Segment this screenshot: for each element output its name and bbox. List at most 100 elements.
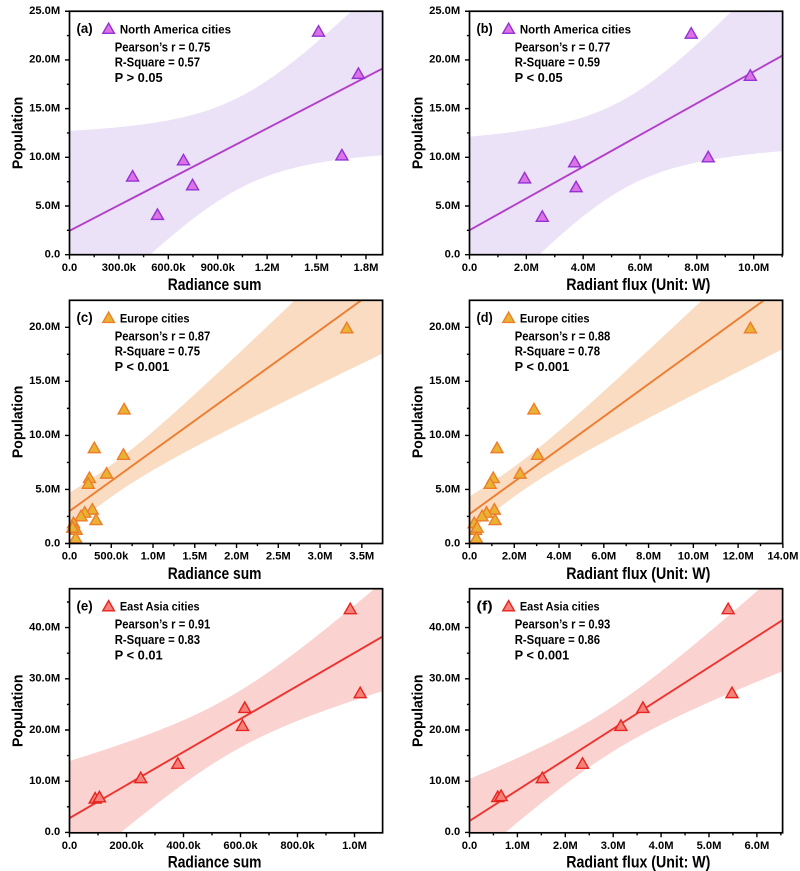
svg-text:P < 0.001: P < 0.001 [115,360,170,374]
svg-text:10.0M: 10.0M [429,775,460,787]
svg-text:P < 0.05: P < 0.05 [515,71,563,85]
svg-text:Population: Population [10,386,27,458]
svg-text:1.8M: 1.8M [354,262,379,274]
svg-text:0.0: 0.0 [462,262,478,274]
svg-text:Pearson’s r = 0.77: Pearson’s r = 0.77 [515,40,611,54]
svg-text:20.0M: 20.0M [429,724,460,736]
svg-text:25.0M: 25.0M [429,5,460,17]
svg-text:0.0: 0.0 [45,249,61,261]
svg-text:10.0M: 10.0M [29,151,60,163]
svg-text:P < 0.001: P < 0.001 [515,648,570,662]
svg-text:5.0M: 5.0M [435,200,460,212]
svg-text:25.0M: 25.0M [29,5,60,17]
svg-text:0.0: 0.0 [462,551,478,563]
svg-text:Population: Population [10,97,27,169]
svg-text:3.0M: 3.0M [308,551,333,563]
svg-text:2.0M: 2.0M [514,262,539,274]
svg-text:Pearson’s r = 0.75: Pearson’s r = 0.75 [115,40,211,54]
svg-text:(e): (e) [77,599,93,614]
svg-text:4.0M: 4.0M [547,551,572,563]
svg-text:4.0M: 4.0M [571,262,596,274]
svg-text:8.0M: 8.0M [684,262,709,274]
svg-text:14.0M: 14.0M [767,551,798,563]
svg-text:10.0M: 10.0M [678,551,709,563]
svg-text:1.2M: 1.2M [255,262,280,274]
svg-text:(d): (d) [477,310,493,325]
svg-text:20.0M: 20.0M [429,54,460,66]
svg-text:3.5M: 3.5M [349,551,374,563]
svg-text:Radiant flux (Unit: W): Radiant flux (Unit: W) [566,854,710,871]
svg-text:Europe cities: Europe cities [120,311,190,325]
svg-text:2.5M: 2.5M [266,551,291,563]
svg-text:10.0M: 10.0M [29,775,60,787]
svg-text:(c): (c) [77,310,93,325]
svg-text:500.0k: 500.0k [94,551,129,563]
svg-text:R-Square = 0.59: R-Square = 0.59 [515,55,600,69]
svg-text:(f): (f) [477,599,493,614]
svg-text:Population: Population [10,675,27,747]
svg-text:10.0M: 10.0M [429,151,460,163]
svg-text:15.0M: 15.0M [429,102,460,114]
svg-text:2.0M: 2.0M [224,551,249,563]
svg-text:Pearson’s r = 0.91: Pearson’s r = 0.91 [115,618,211,632]
svg-text:0.0: 0.0 [445,826,461,838]
svg-text:1.0M: 1.0M [141,551,166,563]
svg-text:1.0M: 1.0M [342,840,367,852]
svg-text:2.0M: 2.0M [502,551,527,563]
svg-text:20.0M: 20.0M [29,54,60,66]
svg-text:5.0M: 5.0M [435,483,460,495]
svg-text:R-Square = 0.83: R-Square = 0.83 [115,633,200,647]
svg-text:R-Square = 0.86: R-Square = 0.86 [515,633,600,647]
svg-text:15.0M: 15.0M [429,375,460,387]
svg-text:10.0M: 10.0M [29,429,60,441]
svg-text:2.0M: 2.0M [553,840,578,852]
svg-text:R-Square = 0.78: R-Square = 0.78 [515,344,600,358]
svg-text:0.0: 0.0 [45,826,61,838]
svg-text:40.0M: 40.0M [29,621,60,633]
svg-text:20.0M: 20.0M [29,321,60,333]
svg-text:(b): (b) [477,21,493,36]
svg-text:0.0: 0.0 [462,840,478,852]
svg-text:900.0k: 900.0k [201,262,236,274]
svg-text:Radiance sum: Radiance sum [168,854,262,871]
svg-text:Radiance sum: Radiance sum [168,276,262,294]
svg-text:Pearson’s r = 0.87: Pearson’s r = 0.87 [115,329,211,343]
svg-text:800.0k: 800.0k [280,840,315,852]
svg-text:P < 0.01: P < 0.01 [115,648,163,662]
svg-text:0.0: 0.0 [45,537,61,549]
svg-text:4.0M: 4.0M [649,840,674,852]
svg-text:3.0M: 3.0M [601,840,626,852]
svg-text:Pearson’s r = 0.93: Pearson’s r = 0.93 [515,618,611,632]
svg-text:600.0k: 600.0k [151,262,186,274]
svg-text:P < 0.001: P < 0.001 [515,360,570,374]
svg-text:1.5M: 1.5M [182,551,207,563]
svg-text:20.0M: 20.0M [29,724,60,736]
svg-text:Population: Population [410,386,427,458]
svg-text:5.0M: 5.0M [35,200,60,212]
svg-text:Radiance sum: Radiance sum [168,565,262,583]
svg-text:400.0k: 400.0k [166,840,201,852]
svg-text:1.5M: 1.5M [304,262,329,274]
svg-text:Radiant flux (Unit: W): Radiant flux (Unit: W) [566,276,710,294]
svg-text:0.0: 0.0 [62,551,78,563]
svg-text:30.0M: 30.0M [429,673,460,685]
svg-text:30.0M: 30.0M [29,673,60,685]
svg-text:600.0k: 600.0k [223,840,258,852]
svg-text:Pearson’s r = 0.88: Pearson’s r = 0.88 [515,329,611,343]
svg-text:Europe cities: Europe cities [520,311,590,325]
svg-text:5.0M: 5.0M [697,840,722,852]
svg-text:300.0k: 300.0k [102,262,137,274]
svg-text:20.0M: 20.0M [429,321,460,333]
svg-text:6.0M: 6.0M [591,551,616,563]
svg-text:North America cities: North America cities [520,22,632,36]
svg-text:Radiant flux (Unit: W): Radiant flux (Unit: W) [566,565,710,583]
svg-text:P > 0.05: P > 0.05 [115,71,163,85]
svg-text:0.0: 0.0 [62,262,78,274]
svg-text:0.0: 0.0 [445,249,461,261]
svg-text:5.0M: 5.0M [35,483,60,495]
svg-text:8.0M: 8.0M [636,551,661,563]
svg-text:Population: Population [410,97,427,169]
svg-text:1.0M: 1.0M [505,840,530,852]
svg-text:200.0k: 200.0k [109,840,144,852]
svg-text:R-Square = 0.75: R-Square = 0.75 [115,344,200,358]
